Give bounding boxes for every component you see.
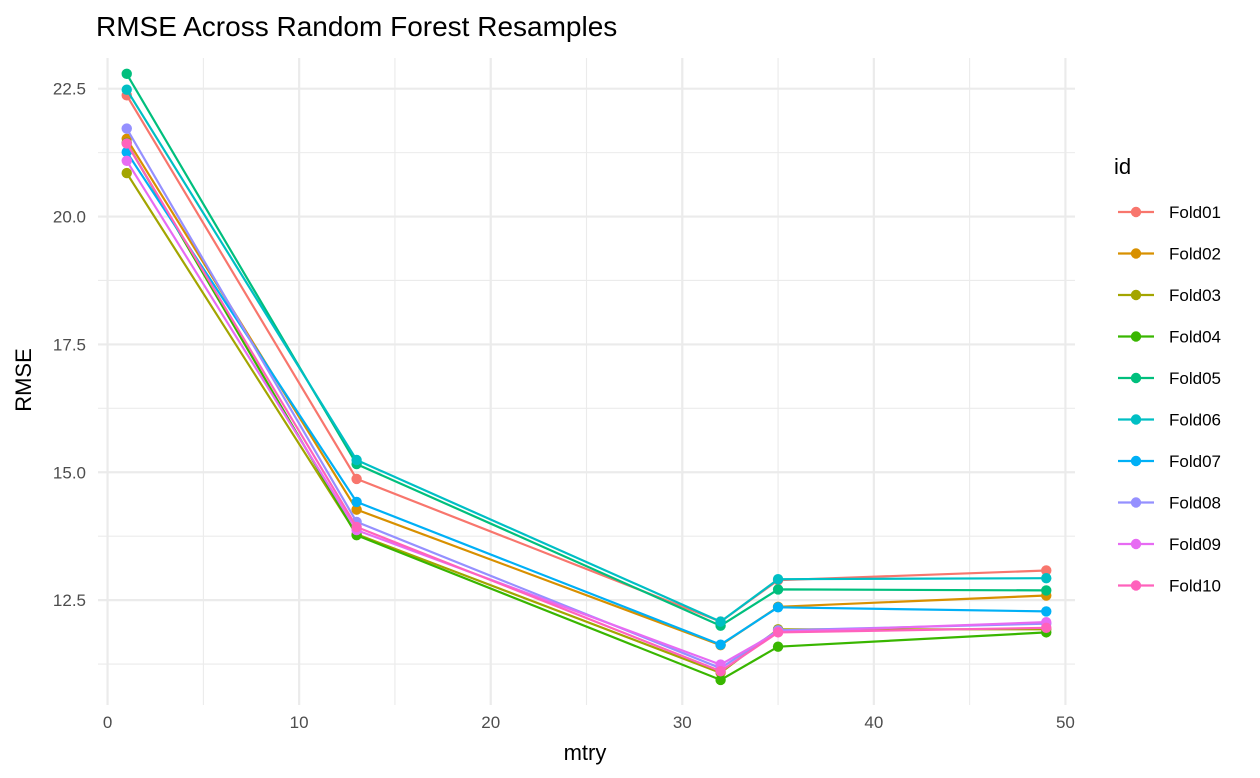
legend-label-fold01: Fold01 xyxy=(1169,203,1221,222)
point-fold03-0 xyxy=(121,167,132,179)
legend: id Fold01Fold02Fold03Fold04Fold05Fold06F… xyxy=(1114,154,1221,596)
point-fold10-0 xyxy=(121,138,132,149)
legend-item-fold06: Fold06 xyxy=(1118,411,1221,430)
legend-item-fold10: Fold10 xyxy=(1118,577,1221,596)
point-fold10-3 xyxy=(772,627,784,638)
y-tick-label-2: 17.5 xyxy=(53,335,86,354)
point-fold05-0 xyxy=(121,68,132,80)
point-fold07-3 xyxy=(772,602,784,613)
y-axis-tick-labels: 12.5 15.0 17.5 20.0 22.5 xyxy=(53,80,86,610)
legend-key-point-fold08 xyxy=(1130,497,1142,508)
point-fold05-4 xyxy=(1041,585,1052,596)
legend-item-fold02: Fold02 xyxy=(1118,245,1221,264)
point-fold04-2 xyxy=(715,674,726,686)
legend-item-fold04: Fold04 xyxy=(1118,328,1221,347)
legend-key-point-fold06 xyxy=(1130,414,1142,425)
point-fold08-0 xyxy=(121,123,132,134)
point-fold05-3 xyxy=(772,584,784,595)
chart-title: RMSE Across Random Forest Resamples xyxy=(96,11,617,42)
legend-label-fold04: Fold04 xyxy=(1169,328,1221,347)
point-fold06-2 xyxy=(715,616,726,627)
legend-item-fold08: Fold08 xyxy=(1118,494,1221,513)
legend-items: Fold01 Fold02 Fold03 Fold04 Fold05 Fold06 Fold… xyxy=(1118,203,1221,596)
point-fold10-1 xyxy=(351,521,362,533)
legend-label-fold06: Fold06 xyxy=(1169,411,1221,430)
y-tick-label-4: 22.5 xyxy=(53,80,86,99)
point-fold07-2 xyxy=(715,639,726,650)
legend-key-point-fold03 xyxy=(1130,289,1142,301)
series-fold07 xyxy=(121,146,1052,650)
legend-label-fold05: Fold05 xyxy=(1169,369,1221,388)
y-tick-label-1: 15.0 xyxy=(53,463,86,482)
legend-label-fold02: Fold02 xyxy=(1169,245,1221,264)
legend-key-point-fold07 xyxy=(1130,455,1142,467)
y-tick-label-3: 20.0 xyxy=(53,208,86,227)
point-fold02-1 xyxy=(351,504,362,515)
series-layer xyxy=(121,68,1052,686)
legend-item-fold03: Fold03 xyxy=(1118,286,1221,305)
x-tick-label-1: 10 xyxy=(290,713,309,732)
x-axis-title: mtry xyxy=(564,740,607,765)
legend-item-fold09: Fold09 xyxy=(1118,535,1221,554)
y-tick-label-0: 12.5 xyxy=(53,591,86,610)
legend-key-point-fold10 xyxy=(1130,580,1142,591)
legend-item-fold01: Fold01 xyxy=(1118,203,1221,222)
point-fold01-4 xyxy=(1041,565,1052,576)
point-fold04-3 xyxy=(772,641,784,652)
x-tick-label-2: 20 xyxy=(481,713,500,732)
x-tick-label-3: 30 xyxy=(673,713,692,732)
legend-key-point-fold05 xyxy=(1130,372,1142,384)
point-fold06-4 xyxy=(1041,572,1052,584)
legend-key-point-fold02 xyxy=(1130,248,1142,259)
legend-label-fold10: Fold10 xyxy=(1169,577,1221,596)
legend-label-fold03: Fold03 xyxy=(1169,286,1221,305)
point-fold06-1 xyxy=(351,454,362,466)
x-tick-label-4: 40 xyxy=(864,713,883,732)
point-fold06-0 xyxy=(121,84,132,95)
legend-item-fold07: Fold07 xyxy=(1118,452,1221,471)
legend-label-fold07: Fold07 xyxy=(1169,452,1221,471)
point-fold07-1 xyxy=(351,496,362,508)
legend-label-fold08: Fold08 xyxy=(1169,494,1221,513)
y-axis-title: RMSE xyxy=(11,348,36,412)
series-fold10 xyxy=(121,138,1052,677)
x-tick-label-0: 0 xyxy=(103,713,112,732)
legend-key-point-fold04 xyxy=(1130,331,1142,342)
legend-label-fold09: Fold09 xyxy=(1169,535,1221,554)
x-axis-tick-labels: 0 10 20 30 40 50 xyxy=(103,713,1075,732)
point-fold09-0 xyxy=(121,155,132,167)
x-tick-label-5: 50 xyxy=(1056,713,1075,732)
grid-lines xyxy=(98,58,1075,705)
legend-key-point-fold01 xyxy=(1130,206,1142,218)
legend-key-point-fold09 xyxy=(1130,538,1142,550)
legend-item-fold05: Fold05 xyxy=(1118,369,1221,388)
series-fold06 xyxy=(121,84,1052,627)
point-fold06-3 xyxy=(772,573,784,585)
point-fold01-1 xyxy=(351,473,362,485)
point-fold07-4 xyxy=(1041,606,1052,617)
point-fold10-2 xyxy=(715,666,726,677)
point-fold10-4 xyxy=(1041,622,1052,633)
legend-title: id xyxy=(1114,154,1131,179)
